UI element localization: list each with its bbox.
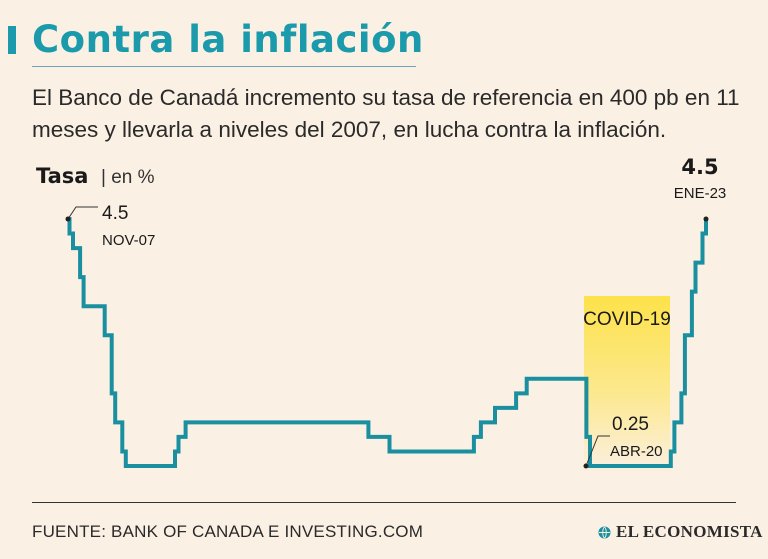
globe-icon	[598, 525, 611, 539]
min-leader-line	[585, 435, 610, 467]
start-leader-line	[67, 206, 98, 220]
y-axis-label: Tasa	[36, 164, 88, 188]
y-axis-unit: | en %	[101, 167, 155, 188]
chart-subtitle: El Banco de Canadá incremento su tasa de…	[32, 85, 740, 142]
start-value-label: 4.5	[102, 203, 128, 224]
title-accent-bar	[8, 26, 16, 54]
footer-divider	[32, 502, 736, 503]
brand-logo: EL ECONOMISTA	[598, 522, 763, 542]
end-value-label: 4.5	[681, 155, 718, 179]
end-date-label: ENE-23	[674, 185, 727, 202]
brand-name: EL ECONOMISTA	[616, 522, 763, 541]
start-point-marker	[65, 216, 71, 222]
rate-chart: COVID-19 Tasa | en % 4.5 NOV-07 0.25 ABR…	[36, 155, 727, 474]
end-point-marker	[703, 216, 709, 222]
min-value-label: 0.25	[612, 414, 649, 435]
min-date-label: ABR-20	[610, 443, 663, 460]
min-point-marker	[583, 463, 589, 469]
covid-label: COVID-19	[583, 309, 671, 330]
title-underline	[32, 66, 416, 67]
rate-series-line	[66, 217, 708, 468]
chart-title: Contra la inflación	[32, 18, 424, 61]
start-date-label: NOV-07	[102, 232, 155, 249]
source-note: FUENTE: BANK OF CANADA E INVESTING.COM	[32, 522, 424, 541]
covid-highlight-band	[584, 296, 670, 474]
